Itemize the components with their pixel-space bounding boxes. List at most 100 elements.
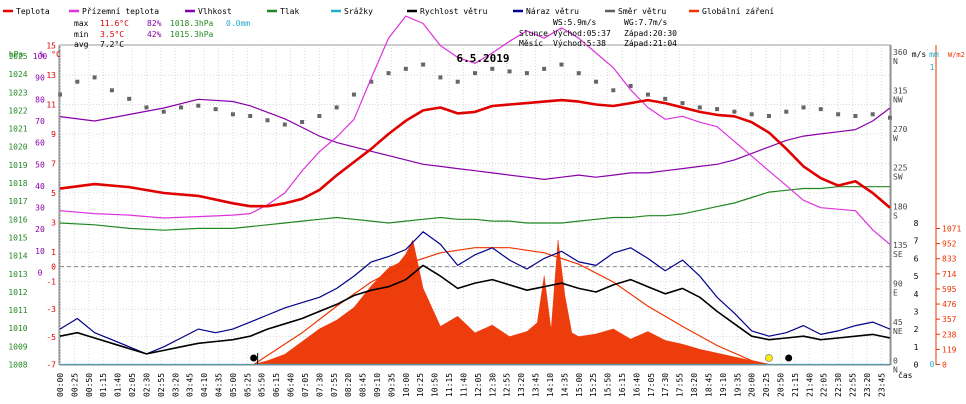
axis-mm-unit: mm xyxy=(929,50,939,59)
axis-rad-tick: 476 xyxy=(942,300,957,309)
axis-time-tick: 15:25 xyxy=(589,373,598,397)
axis-time-tick: 20:50 xyxy=(776,373,785,397)
axis-temp-tick: -7 xyxy=(46,361,56,370)
axis-hpa-tick: 1018 xyxy=(8,179,27,188)
axis-pct-tick: 80 xyxy=(35,95,45,104)
wind-direction-point xyxy=(58,92,62,97)
axis-rad-tick: 357 xyxy=(942,315,957,324)
axis-hpa-tick: 1011 xyxy=(8,306,27,315)
axis-time-tick: 02:30 xyxy=(142,373,151,397)
axis-ms-tick: 5 xyxy=(914,272,919,281)
axis-time-tick: 16:40 xyxy=(632,373,641,397)
axis-pct-tick: 30 xyxy=(35,204,45,213)
axis-dir-tick: 45 xyxy=(893,318,903,327)
axis-time-tick: 14:35 xyxy=(560,373,569,397)
wind-direction-point xyxy=(663,96,668,101)
wind-direction-point xyxy=(559,62,564,67)
axis-temp-tick: -5 xyxy=(46,333,56,342)
wind-direction-point xyxy=(127,96,132,101)
axis-ms-tick: 4 xyxy=(914,290,919,299)
wind-direction-point xyxy=(784,109,789,114)
wind-speed-info: WS:5.9m/s xyxy=(553,18,597,27)
wind-direction-point xyxy=(697,105,702,110)
axis-dir-tick: 0 xyxy=(893,357,898,366)
series-teplota xyxy=(59,98,891,209)
axis-pct-tick: 70 xyxy=(35,117,45,126)
axis-time-tick: 12:05 xyxy=(474,373,483,397)
wind-direction-point xyxy=(230,112,235,117)
axis-ms-tick: 6 xyxy=(914,254,919,263)
axis-dir-name: N xyxy=(893,57,898,66)
wind-direction-point xyxy=(403,66,408,71)
stats-avg-label: avg xyxy=(74,40,89,49)
axis-pct-tick: 50 xyxy=(35,160,45,169)
axis-time-tick: 04:35 xyxy=(215,373,224,397)
legend: Teplota Přízemní teplota Vlhkost Tlak Srážky… xyxy=(3,7,774,16)
wind-direction-point xyxy=(490,66,495,71)
axis-dir-name: E xyxy=(893,288,898,297)
axis-hpa-tick: 1009 xyxy=(8,342,27,351)
axis-rad-tick: 0 xyxy=(942,361,947,370)
legend-item: Srážky xyxy=(331,7,373,16)
wind-direction-point xyxy=(836,112,841,117)
wind-direction-point xyxy=(179,105,184,110)
axis-temp-unit: °C xyxy=(51,50,61,59)
wind-direction-point xyxy=(818,107,823,112)
moon-label: Měsíc xyxy=(519,39,543,48)
axis-hpa-tick: 1016 xyxy=(8,215,27,224)
axis-rad-tick: 1071 xyxy=(942,225,961,234)
axis-hpa-tick: 1021 xyxy=(8,125,27,134)
series-vlhkost xyxy=(59,98,891,180)
axis-time-tick: 13:45 xyxy=(532,373,541,397)
legend-item: Náraz větru xyxy=(513,7,579,16)
axis-temp-tick: -1 xyxy=(46,277,56,286)
axis-pct-tick: 0 xyxy=(38,269,43,278)
wind-direction-point xyxy=(680,101,685,106)
axis-time-tick: 02:55 xyxy=(157,373,166,397)
axis-time-tick: 09:35 xyxy=(387,373,396,397)
axis-dir-tick: 225 xyxy=(893,164,908,173)
wind-direction-point xyxy=(351,92,356,97)
axis-time-tick: 05:00 xyxy=(229,373,238,397)
axis-time-tick: 19:10 xyxy=(719,373,728,397)
axis-time-tick: 02:05 xyxy=(128,373,137,397)
axis-dir-tick: 135 xyxy=(893,241,908,250)
sunset-marker xyxy=(765,354,773,362)
wind-direction-point xyxy=(75,79,80,84)
axis-time-tick: 15:50 xyxy=(604,373,613,397)
axis-temp-tick: 11 xyxy=(46,101,56,110)
legend-item: Vlhkost xyxy=(185,7,232,16)
axis-dir-name: N xyxy=(893,366,898,375)
wind-direction-point xyxy=(369,79,374,84)
axis-time-tick: 04:10 xyxy=(200,373,209,397)
axis-time-tick: 20:25 xyxy=(762,373,771,397)
wind-direction-point xyxy=(386,71,391,76)
wind-direction-point xyxy=(317,113,322,118)
sunset-info: Západ:20:30 xyxy=(624,29,677,38)
wind-direction-point xyxy=(870,112,875,117)
axis-hpa-tick: 1012 xyxy=(8,288,27,297)
axis-time-tick: 03:20 xyxy=(171,373,180,397)
wind-direction-point xyxy=(196,103,201,108)
axis-time-tick: 19:35 xyxy=(733,373,742,397)
wind-direction-point xyxy=(213,107,218,112)
axis-dir-tick: 360 xyxy=(893,48,908,57)
axis-temp-tick: 7 xyxy=(51,160,56,169)
axis-hpa-tick: 1020 xyxy=(8,143,27,152)
axis-ms-tick: 0 xyxy=(914,361,919,370)
axis-pct-tick: 20 xyxy=(35,225,45,234)
axis-temp-tick: -3 xyxy=(46,305,56,314)
wind-direction-point xyxy=(524,71,529,76)
series-n-raz-v-tru xyxy=(59,231,891,355)
axis-time-tick: 06:40 xyxy=(287,373,296,397)
axis-time-tick: 12:55 xyxy=(503,373,512,397)
wind-direction-point xyxy=(801,105,806,110)
axis-rad-tick: 119 xyxy=(942,345,957,354)
wind-direction-point xyxy=(749,112,754,117)
legend-item: Globální záření xyxy=(689,7,774,16)
axis-ms-tick: 3 xyxy=(914,307,919,316)
legend-item: Teplota xyxy=(3,7,50,16)
axis-time-tick: 16:15 xyxy=(618,373,627,397)
axis-temp-tick: 9 xyxy=(51,130,56,139)
axis-dir-name: NE xyxy=(893,327,903,336)
